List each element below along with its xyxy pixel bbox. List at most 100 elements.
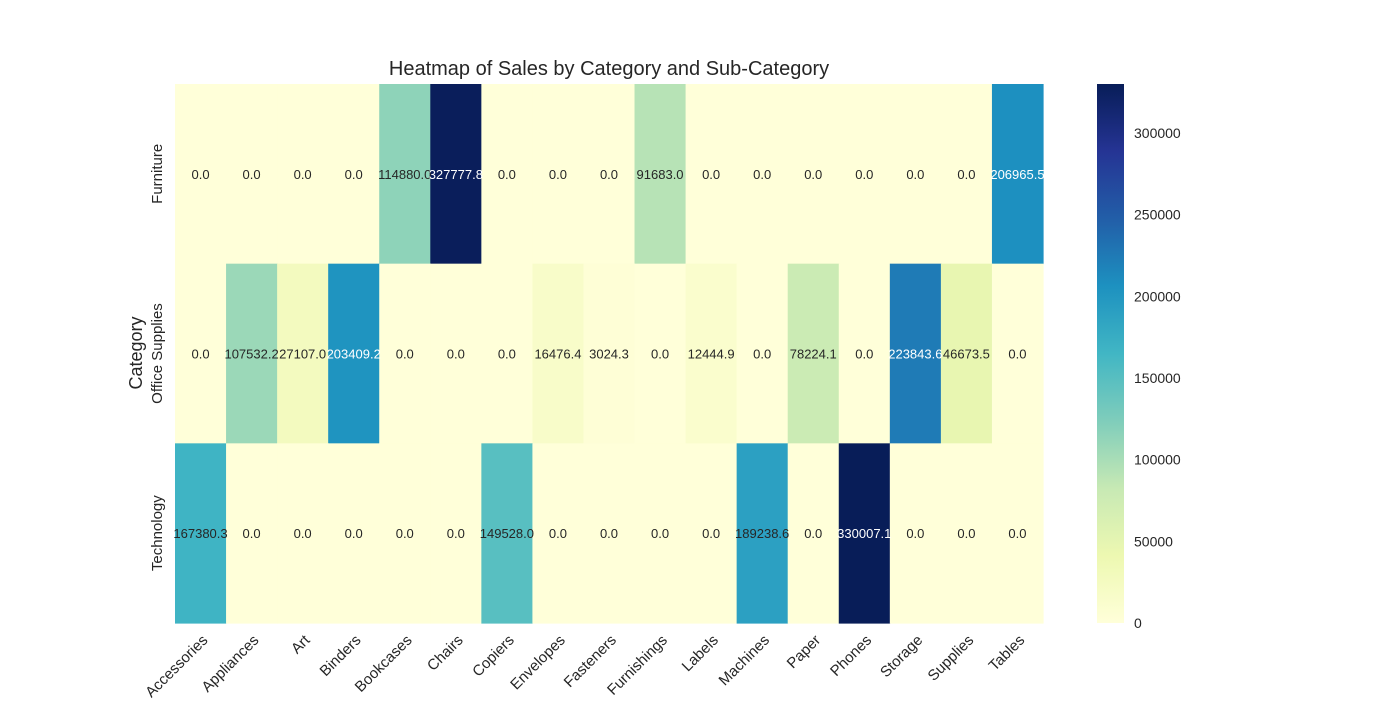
- cell-value-label: 0.0: [1008, 347, 1026, 362]
- heatmap-cell: [175, 84, 227, 265]
- heatmap-cell: [226, 263, 278, 444]
- heatmap-cell: [481, 84, 534, 265]
- cell-value-label: 149528.0: [480, 526, 534, 541]
- heatmap-cell: [277, 263, 329, 444]
- x-tick-label: Phones: [827, 632, 875, 680]
- heatmap-cell: [940, 84, 993, 265]
- cell-value-label: 0.0: [345, 167, 363, 182]
- x-tick-label: Labels: [679, 632, 722, 675]
- cell-value-label: 0.0: [447, 347, 465, 362]
- heatmap-cell: [889, 443, 942, 624]
- heatmap-cell: [838, 443, 891, 624]
- heatmap-cell: [277, 443, 329, 624]
- heatmap-cell: [736, 84, 789, 265]
- heatmap-cell: [583, 443, 636, 624]
- heatmap-cell: [226, 443, 278, 624]
- heatmap-cell: [940, 263, 993, 444]
- colorbar-tick-label: 150000: [1134, 370, 1181, 386]
- cell-value-label: 91683.0: [637, 167, 684, 182]
- cell-value-label: 0.0: [753, 347, 771, 362]
- heatmap-cell: [328, 84, 380, 265]
- cell-value-label: 0.0: [498, 167, 516, 182]
- heatmap-cell: [685, 84, 738, 265]
- cell-value-label: 189238.6: [735, 526, 789, 541]
- cell-value-label: 0.0: [396, 526, 414, 541]
- heatmap-cell: [991, 263, 1044, 444]
- x-tick-label: Storage: [877, 632, 926, 681]
- y-axis-label: Category: [126, 316, 146, 389]
- x-tick-label: Chairs: [424, 632, 467, 675]
- heatmap-cell: [481, 263, 534, 444]
- x-tick-label: Envelopes: [507, 632, 569, 694]
- cell-value-label: 107532.2: [224, 347, 278, 362]
- heatmap-cell: [787, 263, 840, 444]
- colorbar-tick-label: 100000: [1134, 452, 1181, 468]
- x-tick-label: Art: [288, 631, 314, 657]
- heatmap-cell: [379, 263, 431, 444]
- y-tick-label: Office Supplies: [149, 303, 166, 404]
- heatmap-cell: [940, 443, 993, 624]
- cell-value-label: 0.0: [243, 526, 261, 541]
- cell-value-label: 0.0: [600, 526, 618, 541]
- heatmap-cell: [838, 263, 891, 444]
- cell-value-label: 0.0: [906, 167, 924, 182]
- y-tick-label: Furniture: [149, 144, 166, 204]
- cell-value-label: 12444.9: [688, 347, 735, 362]
- heatmap-cell: [583, 84, 636, 265]
- x-tick-label: Copiers: [469, 632, 518, 681]
- heatmap-cell: [175, 443, 227, 624]
- cell-value-label: 0.0: [651, 347, 669, 362]
- cell-value-label: 0.0: [957, 526, 975, 541]
- cell-value-label: 0.0: [906, 526, 924, 541]
- cell-value-label: 46673.5: [943, 347, 990, 362]
- cell-value-label: 330007.1: [837, 526, 891, 541]
- x-tick-label: Accessories: [142, 632, 211, 700]
- x-tick-label: Tables: [986, 632, 1029, 675]
- colorbar-gradient: [1097, 84, 1124, 623]
- cell-value-label: 0.0: [804, 167, 822, 182]
- heatmap-cell: [532, 263, 585, 444]
- heatmap-cell: [736, 443, 789, 624]
- cell-value-label: 0.0: [498, 347, 516, 362]
- cell-value-label: 27107.0: [279, 347, 326, 362]
- heatmap-cell: [634, 263, 687, 444]
- heatmap-cell: [583, 263, 636, 444]
- cell-value-label: 327777.8: [429, 167, 483, 182]
- cell-value-label: 0.0: [651, 526, 669, 541]
- cell-value-label: 0.0: [294, 526, 312, 541]
- colorbar-tick-label: 0: [1134, 615, 1142, 631]
- heatmap-cell: [175, 263, 227, 444]
- colorbar-tick-label: 50000: [1134, 533, 1173, 549]
- cell-value-label: 0.0: [191, 167, 209, 182]
- cell-value-label: 0.0: [447, 526, 465, 541]
- heatmap-cell: [838, 84, 891, 265]
- cell-value-label: 0.0: [396, 347, 414, 362]
- cell-value-label: 0.0: [702, 167, 720, 182]
- cell-value-label: 0.0: [855, 347, 873, 362]
- heatmap-cell: [379, 84, 431, 265]
- heatmap-cell: [532, 84, 585, 265]
- heatmap-cell: [328, 263, 380, 444]
- colorbar-tick-label: 300000: [1134, 125, 1181, 141]
- x-tick-label: Paper: [784, 632, 824, 672]
- heatmap-cell: [481, 443, 534, 624]
- cell-value-label: 0.0: [191, 347, 209, 362]
- heatmap-cell: [889, 263, 942, 444]
- y-tick-labels: Furniture Office Supplies Technology: [149, 144, 166, 571]
- chart-title: Heatmap of Sales by Category and Sub-Cat…: [389, 58, 829, 80]
- heatmap-cell: [328, 443, 380, 624]
- cell-value-label: 114880.0: [378, 167, 431, 182]
- heatmap-cell: [634, 84, 687, 265]
- x-tick-label: Machines: [716, 632, 773, 689]
- heatmap-cell: [787, 84, 840, 265]
- cell-value-label: 0.0: [804, 526, 822, 541]
- x-tick-label: Binders: [317, 632, 365, 680]
- heatmap-cell: [430, 443, 482, 624]
- heatmap-cell: [889, 84, 942, 265]
- heatmap-cell: [634, 443, 687, 624]
- cell-value-label: 0.0: [1008, 526, 1026, 541]
- cell-value-label: 0.0: [243, 167, 261, 182]
